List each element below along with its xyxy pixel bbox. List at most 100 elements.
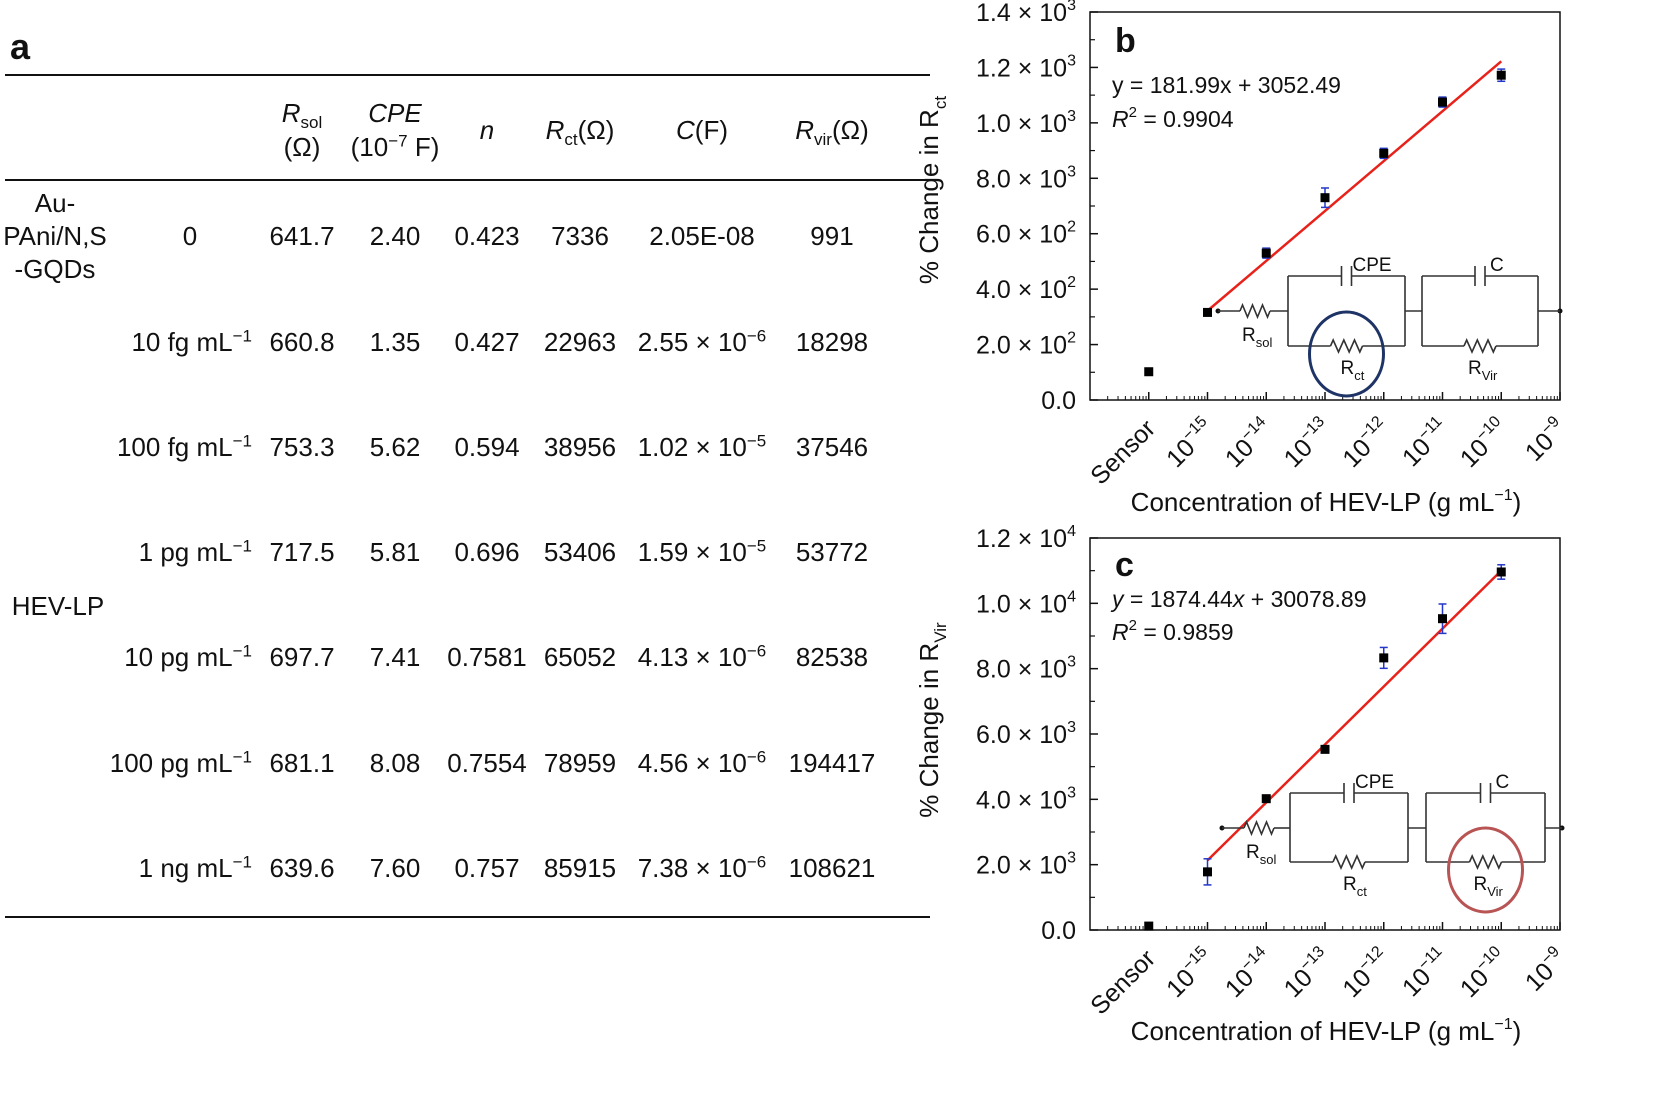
label-rsol: Rsol	[1246, 842, 1276, 867]
capacitor-c	[1479, 783, 1492, 803]
panel-letter-b: b	[1115, 22, 1136, 60]
row-rct-value: 7336	[551, 221, 609, 251]
row-c-value: 4.13 × 10−6	[637, 641, 767, 672]
x-tick-label: 10−12	[1336, 413, 1396, 473]
data-point	[1320, 193, 1330, 203]
r-squared: R2 = 0.9904	[1112, 104, 1234, 132]
row-cpe-value: 5.81	[369, 537, 421, 567]
fit-equation: y = 1874.44x + 30078.89	[1110, 586, 1367, 612]
row-rvir-value: 82538	[795, 642, 869, 672]
row-concentration: 10 pg mL−1	[124, 641, 252, 672]
label-rvir: RVir	[1468, 358, 1498, 383]
x-tick-label: 10−13	[1277, 413, 1337, 473]
row-rvir-value: 991	[810, 221, 854, 251]
capacitor-c	[1474, 266, 1486, 286]
row-rvir-value: 18298	[795, 327, 869, 357]
capacitor-cpe	[1343, 783, 1355, 803]
row-cpe-value: 5.62	[369, 432, 421, 462]
x-tick-label: Sensor	[1085, 414, 1161, 490]
row-rct-value: 53406	[543, 537, 617, 567]
panel-letter-c: c	[1115, 546, 1134, 584]
row-cpe-value: 7.41	[369, 642, 421, 672]
y-tick-label: 2.0 × 102	[976, 330, 1076, 360]
panel-letter-a: a	[10, 26, 31, 67]
data-point	[1203, 867, 1212, 877]
resistor-rvir	[1463, 338, 1497, 354]
row-rvir-value: 53772	[795, 537, 869, 567]
data-point	[1320, 744, 1330, 754]
row-cpe-value: 7.60	[369, 853, 421, 883]
chart-panel-c: 0.0 2.0 × 103 4.0 × 103 6.0 × 103 8.0 × 103 1…	[914, 523, 1572, 1046]
row-rct-value: 85915	[543, 853, 617, 883]
data-point	[1438, 614, 1447, 624]
resistor-rct	[1332, 854, 1366, 870]
data-point	[1379, 653, 1389, 663]
header-c: C(F)	[676, 115, 728, 145]
x-tick-label: 10−9	[1518, 943, 1572, 997]
x-tick-label: 10−14	[1218, 413, 1278, 473]
row-concentration: 1 ng mL−1	[138, 852, 252, 883]
row-rsol-value: 639.6	[269, 853, 335, 883]
x-tick-label: 10−10	[1453, 413, 1513, 473]
label-rct: Rct	[1341, 358, 1365, 383]
row-concentration: 100 fg mL−1	[116, 431, 252, 462]
label-cpe: CPE	[1353, 255, 1392, 276]
group-label-hev-lp: HEV-LP	[11, 591, 105, 621]
x-tick-label: 10−12	[1336, 943, 1396, 1003]
y-tick-label: 4.0 × 102	[976, 274, 1076, 304]
y-tick-label: 1.0 × 104	[976, 588, 1076, 618]
row-concentration: 1 pg mL−1	[138, 536, 252, 567]
panel-a-table: a Rsol (Ω) CPE (10−7 F) n Rct(Ω) C(F) Rv…	[3, 26, 930, 918]
row-c-value: 4.56 × 10−6	[637, 747, 767, 778]
label-rsol: Rsol	[1242, 325, 1272, 350]
x-tick-label: 10−11	[1396, 943, 1455, 1002]
row-n-value: 0.7554	[447, 748, 527, 778]
row-concentration: 100 pg mL−1	[109, 747, 252, 778]
circuit-wire	[1289, 793, 1409, 862]
y-tick-label: 0.0	[1041, 917, 1076, 945]
label-c: C	[1496, 772, 1510, 793]
resistor-rsol	[1243, 819, 1275, 837]
table-top-rule	[5, 74, 930, 76]
x-tick-label: 10−11	[1396, 413, 1455, 472]
x-tick-label: 10−9	[1518, 413, 1572, 467]
row-cpe-value: 8.08	[369, 748, 421, 778]
chart-panel-b: 0.0 2.0 × 102 4.0 × 102 6.0 × 102 8.0 × 103 1…	[914, 0, 1572, 517]
row-c-value: 7.38 × 10−6	[637, 852, 767, 883]
row-cpe-value: 1.35	[369, 327, 421, 357]
data-point	[1496, 567, 1506, 577]
row-rct-value: 38956	[543, 432, 617, 462]
x-axis-label: Concentration of HEV-LP (g mL−1)	[1131, 1016, 1522, 1046]
row-c-value: 1.02 × 10−5	[637, 431, 767, 462]
resistor-rct	[1329, 338, 1364, 354]
row-rct-value: 78959	[543, 748, 617, 778]
header-n: n	[479, 115, 495, 145]
row-c-value: 2.55 × 10−6	[637, 326, 767, 357]
fit-line	[1206, 60, 1503, 312]
y-tick-label: 1.2 × 103	[976, 52, 1076, 82]
label-rct: Rct	[1343, 874, 1367, 899]
x-tick-label: Sensor	[1085, 944, 1161, 1020]
y-tick-label: 8.0 × 103	[976, 654, 1076, 684]
data-point	[1379, 148, 1389, 158]
y-axis-label: % Change in Rct	[914, 96, 950, 284]
y-tick-label: 1.2 × 104	[976, 523, 1076, 553]
row-rsol-value: 697.7	[269, 642, 335, 672]
highlight-ellipse	[1447, 826, 1524, 914]
y-tick-label: 6.0 × 102	[976, 219, 1076, 249]
y-tick-label: 8.0 × 103	[976, 163, 1076, 193]
group-label-au-pani: Au- PAni/N,S -GQDs	[3, 188, 107, 284]
data-point	[1203, 307, 1212, 317]
row-concentration: 10 fg mL−1	[131, 326, 252, 357]
row-n-value: 0.7581	[447, 642, 527, 672]
label-c: C	[1490, 255, 1504, 276]
row-rsol-value: 681.1	[269, 748, 335, 778]
equivalent-circuit: CPE C Rsol Rct RVir	[1215, 255, 1563, 398]
y-tick-label: 1.4 × 103	[976, 0, 1076, 27]
table-header-rule	[5, 179, 930, 181]
y-tick-label: 4.0 × 103	[976, 784, 1076, 814]
x-tick-label: 10−13	[1277, 943, 1337, 1003]
data-point	[1144, 367, 1154, 377]
row-rvir-value: 37546	[795, 432, 869, 462]
